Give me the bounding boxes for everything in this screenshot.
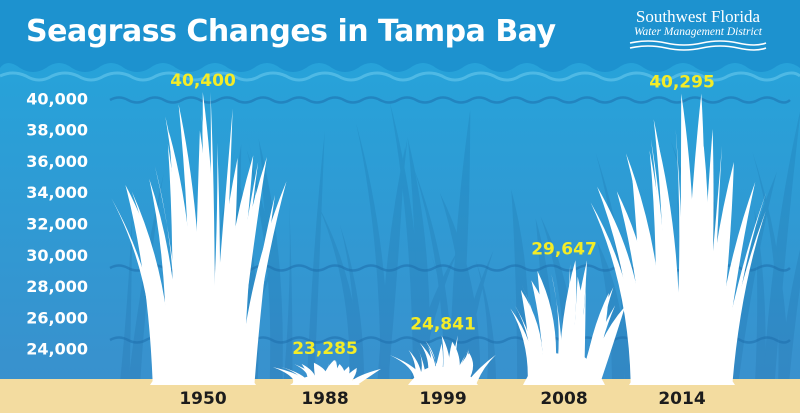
background-blade <box>119 202 133 384</box>
background-blade <box>475 259 497 384</box>
seagrass-blade <box>215 155 254 384</box>
background-wave <box>109 96 791 104</box>
background-blade <box>778 249 800 384</box>
data-label: 40,400 <box>170 71 236 91</box>
seagrass-blade <box>721 211 766 384</box>
seagrass-bar-2008 <box>510 260 626 385</box>
seagrass-blade <box>230 188 257 384</box>
chart-title: Seagrass Changes in Tampa Bay <box>26 14 556 49</box>
background-blade <box>377 136 408 384</box>
logo-waves-icon <box>629 40 767 51</box>
logo-subtitle: Water Management District <box>634 26 762 38</box>
x-tick-label: 1988 <box>301 389 348 409</box>
seagrass-blade <box>510 308 537 384</box>
y-tick-label: 34,000 <box>26 183 88 202</box>
data-label: 29,647 <box>531 239 597 259</box>
seagrass-blade <box>590 306 626 384</box>
x-axis: 1950 1988 1999 2008 2014 <box>179 389 705 409</box>
background-blade <box>379 147 406 384</box>
background-blade <box>246 149 283 384</box>
seagrass-blade <box>125 185 168 384</box>
y-tick-label: 30,000 <box>26 246 88 265</box>
background-blade <box>454 250 494 384</box>
seagrass-base-tuft <box>150 353 256 385</box>
background-blade <box>449 109 471 385</box>
background-blade <box>431 255 456 384</box>
seagrass-blade <box>650 138 670 384</box>
seagrass-bars <box>111 92 767 385</box>
x-tick-label: 1950 <box>179 389 226 409</box>
data-label: 23,285 <box>292 339 358 359</box>
background-blade <box>317 204 362 384</box>
y-tick-label: 32,000 <box>26 214 88 233</box>
background-blade <box>409 251 458 384</box>
x-tick-label: 2014 <box>658 389 705 409</box>
background-blade <box>306 131 325 384</box>
header-wave-band-accent <box>0 71 800 82</box>
seagrass-base-tuft <box>290 375 360 385</box>
seagrass-blade <box>272 367 305 384</box>
seagrass-blade <box>131 191 173 384</box>
seagrass-blade <box>165 116 193 384</box>
seagrass-bar-2014 <box>590 93 767 385</box>
district-logo: Southwest Florida Water Management Distr… <box>618 8 778 51</box>
background-blade <box>260 171 281 384</box>
background-blade <box>763 111 800 384</box>
seagrass-blade <box>212 157 238 384</box>
seagrass-blade <box>583 292 609 384</box>
background-blade <box>258 138 283 384</box>
seagrass-blade <box>655 131 680 384</box>
data-labels: 40,400 23,285 24,841 29,647 40,295 <box>170 71 715 359</box>
y-tick-label: 40,000 <box>26 89 88 108</box>
seagrass-bar-1999 <box>389 335 496 385</box>
seagrass-blade <box>348 368 381 384</box>
seagrass-blade <box>711 181 756 384</box>
y-axis: 24,000 26,000 28,000 30,000 32,000 34,000 36,0… <box>26 89 88 358</box>
data-label: 24,841 <box>410 315 476 335</box>
seagrass-blade <box>707 185 731 384</box>
seagrass-blade <box>201 92 215 384</box>
seagrass-blade <box>597 186 647 384</box>
seagrass-blade <box>520 289 543 384</box>
seagrass-blade <box>625 153 665 384</box>
background-blade <box>389 101 423 385</box>
x-tick-label: 2008 <box>540 389 587 409</box>
background-blade <box>355 122 390 385</box>
x-tick-label: 1999 <box>419 389 466 409</box>
seagrass-base-tuft <box>408 366 478 385</box>
background-blade <box>407 138 430 384</box>
seagrass-blade <box>465 354 496 384</box>
y-tick-label: 38,000 <box>26 121 88 140</box>
background-blade <box>339 224 365 384</box>
y-tick-label: 28,000 <box>26 277 88 296</box>
background-blade <box>454 258 470 384</box>
seagrass-blade <box>521 284 547 384</box>
y-tick-label: 26,000 <box>26 308 88 327</box>
seagrass-blade <box>240 194 276 384</box>
background-blade <box>595 153 633 384</box>
background-blade <box>727 171 777 384</box>
background-blade <box>439 192 481 384</box>
background-blade <box>413 168 453 384</box>
seagrass-blade <box>224 161 259 384</box>
seagrass-blade <box>585 305 616 384</box>
data-label: 40,295 <box>649 73 715 93</box>
seagrass-base-tuft <box>523 353 605 385</box>
seagrass-bar-1950 <box>111 92 287 385</box>
background-blade <box>752 151 790 384</box>
seagrass-blade <box>149 178 179 384</box>
header-wave-band <box>0 0 800 72</box>
logo-name: Southwest Florida <box>635 7 761 26</box>
seagrass-blade <box>717 191 767 384</box>
y-tick-label: 36,000 <box>26 152 88 171</box>
background-blade <box>244 122 278 385</box>
seagrass-base-tuft <box>629 353 735 385</box>
y-tick-label: 24,000 <box>26 340 88 359</box>
seagrass-bar-1988 <box>272 359 381 385</box>
background-blade <box>283 195 293 384</box>
